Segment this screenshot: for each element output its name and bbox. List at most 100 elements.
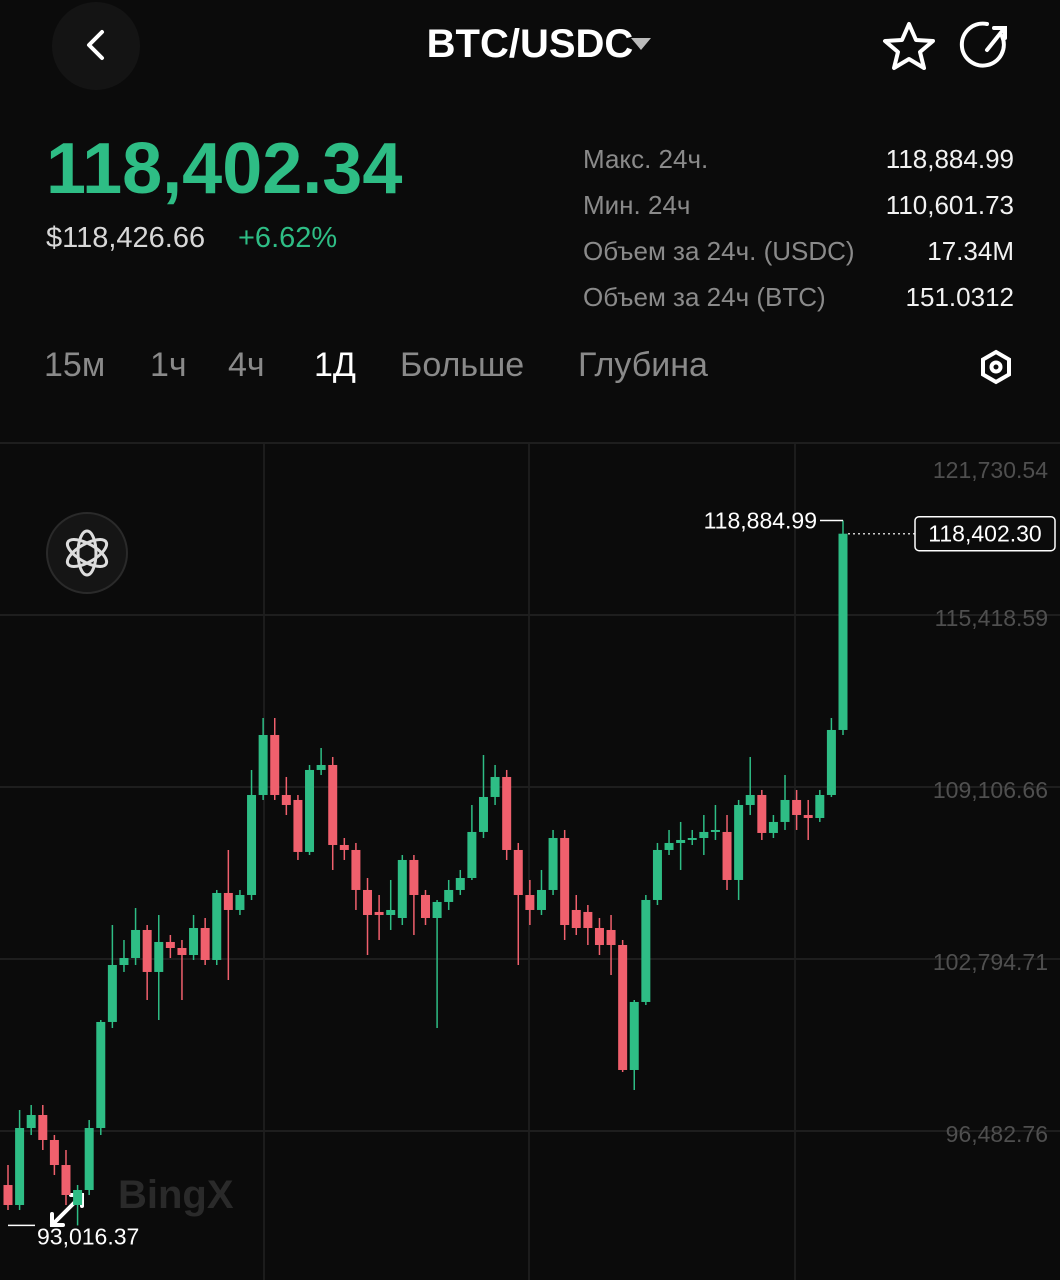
stat-value: 118,884.99 (885, 144, 1014, 174)
candle-body (664, 842, 674, 850)
candle-body (780, 799, 790, 822)
stat-value: 110,601.73 (885, 190, 1014, 220)
candle-body (594, 927, 604, 945)
candle-body (258, 734, 268, 795)
candle-body (235, 894, 245, 910)
back-button[interactable] (52, 2, 140, 90)
candle-body (687, 837, 697, 840)
candle-body (536, 889, 546, 910)
candle-body (571, 909, 581, 928)
candle-body (15, 1128, 25, 1206)
watermark: BingX (118, 1173, 234, 1217)
candle-body (96, 1021, 106, 1129)
last-price-label: 118,402.30 (928, 521, 1041, 547)
candle-body (525, 894, 535, 910)
candle-body (131, 929, 141, 958)
timeframe-tab[interactable]: Глубина (578, 346, 708, 384)
timeframe-tab[interactable]: Больше (400, 346, 525, 384)
candle-body (676, 839, 686, 843)
candle-body (513, 849, 523, 895)
candle-body (838, 533, 848, 730)
timeframe-tab[interactable]: 4ч (228, 346, 265, 384)
candle-body (826, 729, 836, 795)
candle-body (455, 877, 465, 890)
candle-body (119, 957, 129, 965)
candle-body (409, 859, 419, 895)
share-icon[interactable] (959, 21, 1007, 68)
candle-body (722, 831, 732, 880)
candle-body (768, 821, 778, 833)
candle-body (815, 794, 825, 818)
candle-body (386, 909, 396, 915)
candle-body (212, 892, 222, 960)
high-marker-label: 118,884.99 (704, 508, 817, 534)
candle-body (583, 911, 593, 928)
candle-body (38, 1115, 48, 1140)
usd-price: $118,426.66 (46, 222, 206, 254)
candle-body (107, 964, 117, 1022)
candle-body (699, 831, 709, 838)
candle-body (270, 734, 280, 795)
candle-body (281, 794, 291, 805)
candle-body (61, 1165, 71, 1196)
y-tick-label: 115,418.59 (935, 605, 1048, 631)
candle-body (316, 764, 326, 770)
y-tick-label: 121,730.54 (933, 457, 1048, 483)
candle-body (618, 944, 628, 1070)
candle-body (363, 889, 373, 915)
last-price-box (914, 515, 1056, 552)
candle-body (49, 1139, 59, 1166)
candle-body (177, 947, 187, 955)
candle-body (154, 941, 164, 972)
candle-body (745, 794, 755, 805)
stat-label: Объем за 24ч. (USDC) (583, 236, 855, 266)
candle-body (560, 837, 570, 925)
y-tick-label: 109,106.66 (933, 777, 1048, 803)
pair-dropdown[interactable] (631, 38, 651, 50)
candle-body (26, 1115, 36, 1129)
candle-body (652, 849, 662, 900)
stat-value: 17.34M (927, 236, 1014, 266)
candle-body (421, 894, 430, 918)
candle-body (328, 764, 338, 845)
low-marker-label: 93,016.37 (37, 1223, 139, 1249)
candle-body (629, 1001, 639, 1070)
pair-title-text[interactable]: BTC/USDC (426, 22, 634, 66)
candle-body (84, 1128, 94, 1190)
ai-button[interactable] (46, 512, 128, 594)
candle-body (606, 929, 616, 945)
last-price: 118,402.34 (46, 129, 403, 209)
candle-body (502, 776, 512, 850)
timeframe-tab[interactable]: 15м (44, 346, 106, 384)
stat-value: 151.0312 (905, 282, 1014, 312)
candle-body (710, 829, 720, 832)
candle-body (3, 1185, 13, 1206)
candle-body (444, 889, 454, 902)
header-icons (52, 2, 1011, 385)
candle-body (734, 804, 744, 880)
candle-body (490, 776, 500, 797)
y-tick-label: 102,794.71 (933, 949, 1048, 975)
candle-body (757, 794, 767, 833)
candle-body (397, 859, 407, 918)
candle-body (223, 892, 233, 910)
stat-label: Мин. 24ч (583, 190, 691, 220)
candle-body (467, 831, 477, 878)
pair-title[interactable]: BTC/USDC (0, 22, 1060, 67)
timeframe-tab[interactable]: 1Д (314, 346, 356, 384)
candle-body (247, 794, 257, 895)
candle-body (351, 849, 361, 890)
candle-body (792, 799, 802, 815)
candle-body (339, 844, 349, 850)
candle-body (200, 927, 210, 960)
timeframe-tab[interactable]: 1ч (150, 346, 187, 384)
candle-body (803, 814, 813, 818)
candle-body (548, 837, 558, 890)
favorite-star[interactable] (883, 22, 935, 70)
chart-settings[interactable] (981, 349, 1011, 385)
candle-body (142, 929, 152, 972)
candle-body (73, 1189, 83, 1206)
price-change: +6.62% (238, 222, 338, 254)
candle-body (641, 899, 651, 1002)
